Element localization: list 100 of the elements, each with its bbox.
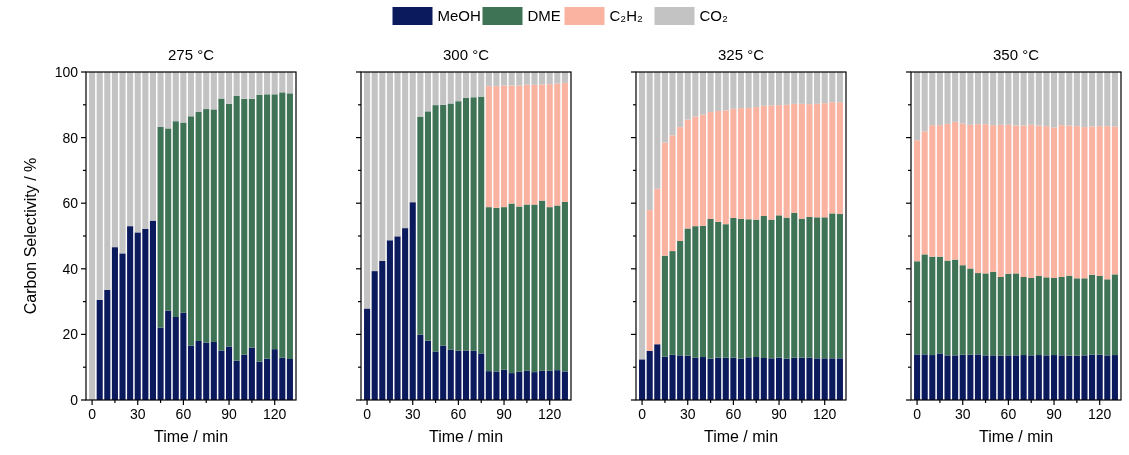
bar xyxy=(561,371,568,400)
bar xyxy=(699,357,706,400)
bar xyxy=(286,72,293,94)
bar xyxy=(1111,72,1118,127)
bar xyxy=(776,105,783,216)
bar xyxy=(914,72,921,141)
x-tick-label: 90 xyxy=(221,406,238,422)
x-tick-label: 60 xyxy=(175,406,192,422)
bar xyxy=(501,207,508,370)
bar xyxy=(776,215,783,358)
bar xyxy=(1111,126,1118,275)
x-tick-label: 60 xyxy=(1000,406,1017,422)
bar xyxy=(974,354,981,400)
bar xyxy=(974,273,981,355)
y-tick-label: 100 xyxy=(54,63,79,80)
chart-title: 350 °C xyxy=(992,46,1040,63)
legend-label: CO₂ xyxy=(699,7,728,25)
x-tick-label: 120 xyxy=(813,406,837,422)
bar xyxy=(639,359,646,400)
bar xyxy=(1051,277,1058,356)
x-tick-label: 90 xyxy=(496,406,513,422)
x-tick-label: 120 xyxy=(1088,406,1112,422)
x-tick-label: 90 xyxy=(1046,406,1063,422)
bar xyxy=(226,72,233,104)
bar xyxy=(1051,72,1058,128)
x-tick-label: 0 xyxy=(363,406,372,422)
bar xyxy=(1012,355,1020,400)
bar xyxy=(89,72,96,400)
bar xyxy=(226,346,233,400)
y-tick-label: 20 xyxy=(62,326,79,343)
bar xyxy=(424,340,431,400)
chart-title: 300 °C xyxy=(442,46,490,63)
x-tick-label: 30 xyxy=(679,406,696,422)
legend-label: C₂H₂ xyxy=(609,7,643,25)
bar xyxy=(561,72,568,83)
y-tick-label: 60 xyxy=(62,195,79,212)
bar xyxy=(501,85,508,208)
x-tick-label: 30 xyxy=(129,406,146,422)
bar xyxy=(187,116,195,346)
bar xyxy=(286,359,293,400)
chart-title: 275 °C xyxy=(167,46,215,63)
x-axis-title: Time / min xyxy=(978,428,1054,445)
x-tick-label: 0 xyxy=(638,406,647,422)
bar xyxy=(974,72,981,125)
x-tick-label: 60 xyxy=(725,406,742,422)
legend-label: DME xyxy=(527,7,561,25)
x-axis-title: Time / min xyxy=(153,428,229,445)
bar xyxy=(836,72,843,103)
y-tick-label: 0 xyxy=(70,391,79,408)
bar xyxy=(1051,127,1058,278)
bar xyxy=(286,93,293,359)
bar xyxy=(424,111,431,341)
bar xyxy=(836,102,843,215)
x-tick-label: 0 xyxy=(913,406,922,422)
bar xyxy=(776,72,783,106)
y-axis-title: Carbon Selectivity / % xyxy=(22,157,39,315)
bar xyxy=(737,358,745,400)
bar xyxy=(561,201,568,372)
bar xyxy=(974,124,981,274)
bar xyxy=(699,225,706,358)
y-tick-label: 40 xyxy=(62,260,79,277)
bar xyxy=(501,369,508,400)
x-tick-label: 30 xyxy=(404,406,421,422)
bar xyxy=(639,72,646,360)
chart-title: 325 °C xyxy=(717,46,765,63)
bar xyxy=(1012,273,1020,356)
bar xyxy=(462,72,470,98)
bar xyxy=(699,72,706,115)
y-tick-label: 80 xyxy=(62,129,79,146)
bar xyxy=(836,214,843,359)
bar xyxy=(1012,125,1020,274)
x-tick-label: 60 xyxy=(450,406,467,422)
bar xyxy=(914,354,921,400)
bar xyxy=(364,308,371,400)
bar xyxy=(187,345,195,400)
bar xyxy=(149,220,156,400)
bar xyxy=(776,357,783,400)
x-tick-label: 0 xyxy=(88,406,97,422)
bar xyxy=(914,140,921,262)
bar xyxy=(226,103,233,347)
x-tick-label: 120 xyxy=(538,406,562,422)
x-tick-label: 120 xyxy=(263,406,287,422)
bar xyxy=(149,72,156,221)
bar xyxy=(462,350,470,400)
bar xyxy=(1111,355,1118,400)
bar xyxy=(737,108,745,219)
bar xyxy=(1012,72,1020,126)
bar xyxy=(1111,274,1118,356)
bar xyxy=(699,114,706,226)
x-axis-title: Time / min xyxy=(428,428,504,445)
bar xyxy=(1051,355,1058,400)
x-tick-label: 90 xyxy=(771,406,788,422)
bar xyxy=(364,72,371,309)
bar xyxy=(462,97,470,351)
bar xyxy=(417,116,424,335)
x-axis-title: Time / min xyxy=(703,428,779,445)
bar xyxy=(836,358,843,400)
bar xyxy=(424,72,431,112)
bar xyxy=(187,72,195,117)
legend-label: MeOH xyxy=(437,7,481,25)
